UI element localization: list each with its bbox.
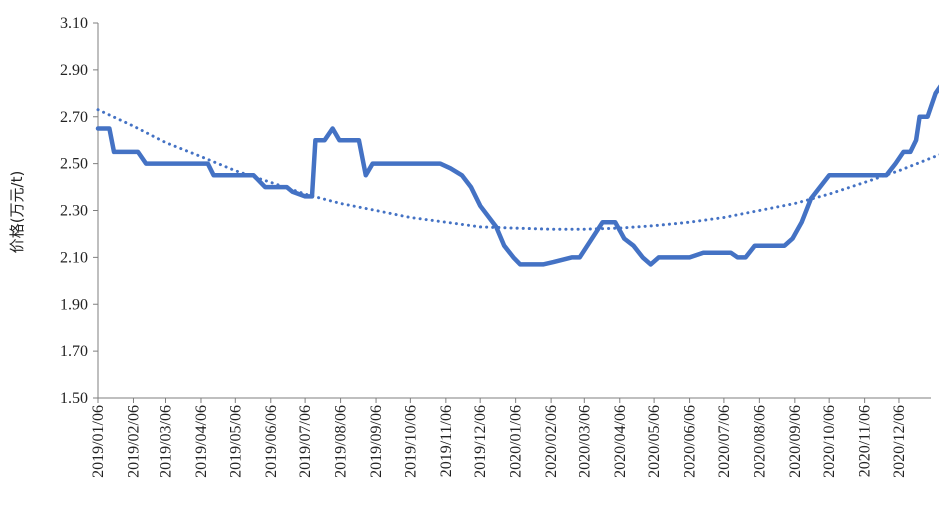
x-tick-label: 2020/01/06: [508, 405, 525, 478]
y-tick-label: 3.10: [60, 15, 88, 32]
x-tick-label: 2019/03/06: [158, 405, 175, 478]
plot-area: [95, 84, 939, 267]
x-tick-label: 2020/02/06: [543, 405, 560, 478]
x-tick-label: 2020/10/06: [821, 405, 838, 478]
price-line: [95, 84, 939, 267]
x-tick-label: 2020/12/06: [891, 405, 908, 478]
x-tick-label: 2019/07/06: [297, 405, 314, 478]
x-tick-label: 2020/04/06: [612, 405, 629, 478]
y-tick-label: 2.90: [60, 62, 88, 79]
x-tick-label: 2020/03/06: [576, 405, 593, 478]
x-tick-label: 2019/01/06: [90, 405, 107, 478]
x-tick-label: 2020/05/06: [646, 405, 663, 478]
x-tick-label: 2020/06/06: [682, 405, 699, 478]
y-tick-label: 1.70: [60, 343, 88, 360]
y-axis-label: 价格(万元/t): [8, 171, 26, 254]
trendline-dotted: [96, 108, 939, 231]
y-ticks: 1.50 1.70 1.90 2.10 2.30 2.50 2.70 2.90 3.10: [60, 15, 98, 407]
x-tick-label: 2019/04/06: [193, 405, 210, 478]
y-tick-label: 2.50: [60, 156, 88, 173]
x-tick-label: 2019/09/06: [368, 405, 385, 478]
x-tick-label: 2020/07/06: [716, 405, 733, 478]
x-tick-label: 2020/11/06: [857, 405, 874, 477]
x-tick-label: 2020/09/06: [787, 405, 804, 478]
x-tick-label: 2020/08/06: [751, 405, 768, 478]
x-tick-label: 2019/08/06: [333, 405, 350, 478]
x-tick-label: 2019/10/06: [402, 405, 419, 478]
y-tick-label: 1.90: [60, 296, 88, 313]
x-tick-label: 2019/12/06: [472, 405, 489, 478]
x-tick-label: 2019/05/06: [227, 405, 244, 478]
y-tick-label: 2.10: [60, 249, 88, 266]
x-tick-label: 2019/11/06: [438, 405, 455, 477]
x-tick-label: 2019/06/06: [263, 405, 280, 478]
y-tick-label: 2.70: [60, 109, 88, 126]
y-tick-label: 2.30: [60, 203, 88, 220]
y-tick-label: 1.50: [60, 390, 88, 407]
x-tick-label: 2019/02/06: [125, 405, 142, 478]
x-ticks: 2019/01/06 2019/02/06 2019/03/06 2019/04/06…: [90, 398, 908, 478]
